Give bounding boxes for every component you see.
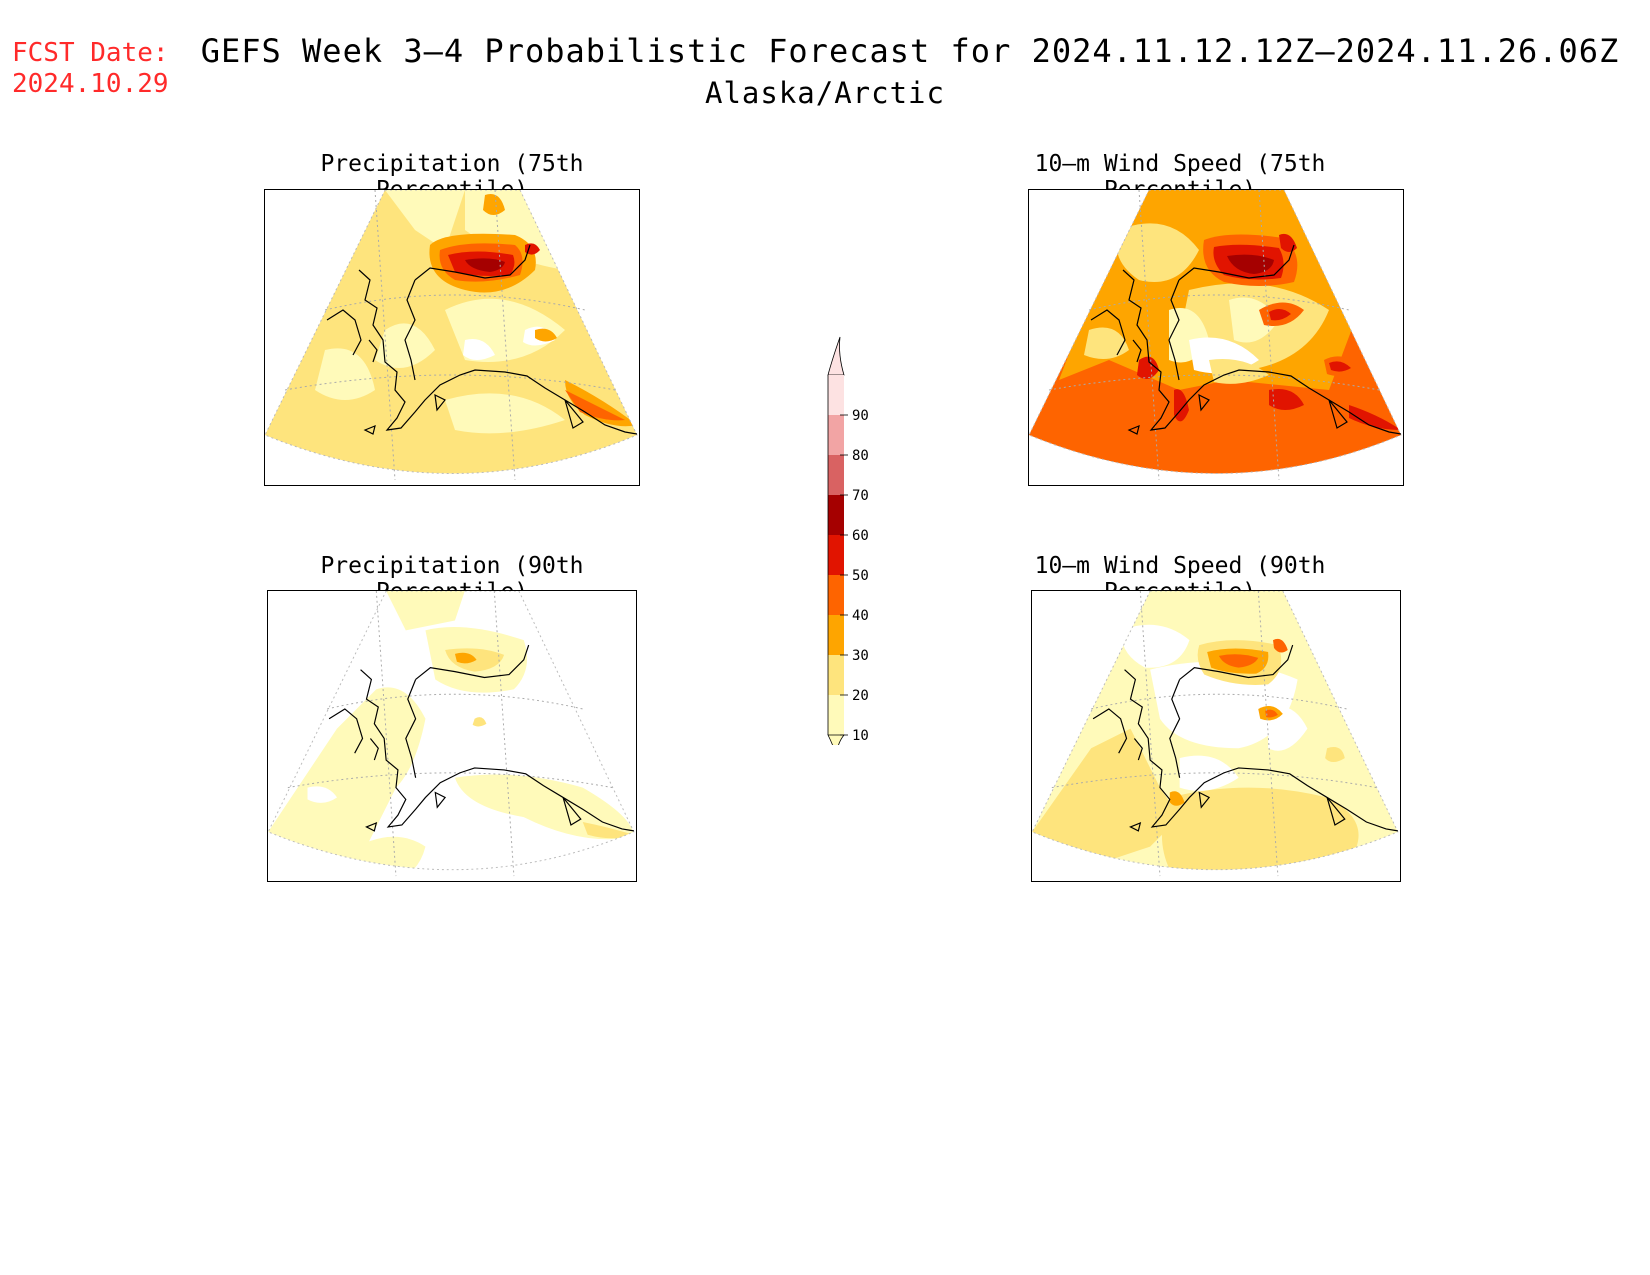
colorbar-tick-label: 30 xyxy=(852,648,869,664)
colorbar-segment xyxy=(828,615,844,655)
main-title-line1: GEFS Week 3–4 Probabilistic Forecast for… xyxy=(200,32,1620,70)
forecast-date-block: FCST Date: 2024.10.29 xyxy=(12,38,169,100)
colorbar-segment xyxy=(828,375,844,415)
colorbar-tick-label: 70 xyxy=(852,488,869,504)
colorbar-tick-label: 90 xyxy=(852,408,869,424)
colorbar-tick-label: 80 xyxy=(852,448,869,464)
colorbar-segment xyxy=(828,495,844,535)
map-wind-90 xyxy=(1031,590,1401,882)
colorbar-segment xyxy=(828,415,844,455)
colorbar-tick-label: 20 xyxy=(852,688,869,704)
colorbar-segment xyxy=(828,695,844,735)
colorbar-tick-label: 40 xyxy=(852,608,869,624)
colorbar-segment xyxy=(828,575,844,615)
main-title-line2: Alaska/Arctic xyxy=(705,76,945,110)
colorbar-arrow-top xyxy=(827,336,845,376)
colorbar-segment xyxy=(828,535,844,575)
colorbar-segment xyxy=(828,655,844,695)
colorbar-tick-label: 60 xyxy=(852,528,869,544)
map-precip-75 xyxy=(264,189,640,486)
forecast-date-value: 2024.10.29 xyxy=(12,69,169,99)
colorbar-tick-label: 50 xyxy=(852,568,869,584)
forecast-date-label: FCST Date: xyxy=(12,38,169,68)
map-wind-75 xyxy=(1028,189,1404,486)
colorbar-segment xyxy=(828,455,844,495)
map-precip-90 xyxy=(267,590,637,882)
colorbar: 10 20 30 40 50 60 70 80 90 xyxy=(820,335,890,774)
colorbar-arrow-bottom xyxy=(827,734,845,774)
colorbar-tick-label: 10 xyxy=(852,728,869,744)
main-title: GEFS Week 3–4 Probabilistic Forecast for… xyxy=(0,32,1650,110)
